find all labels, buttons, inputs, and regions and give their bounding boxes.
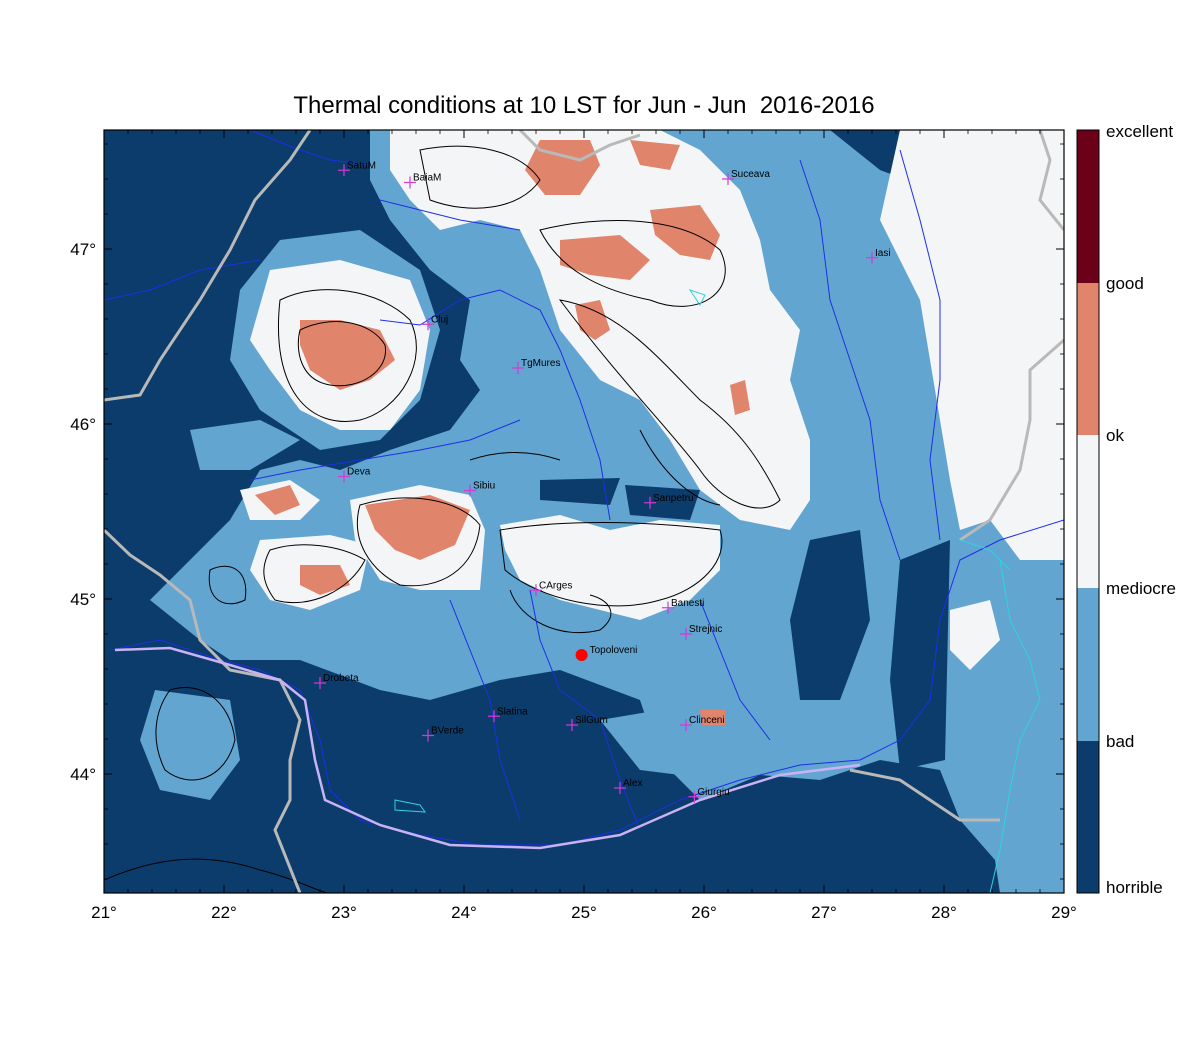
city-tgmures: TgMures [512,358,560,374]
city-label: BVerde [431,726,464,737]
city-cluj: Cluj [422,314,448,331]
city-label: Alex [623,778,642,789]
city-alex: Alex [614,778,642,794]
country-borders [104,130,1064,893]
city-label: Iasi [875,248,891,259]
city-markers: SatuM BaiaM Suceava Iasi Cluj TgMures Deva Sibi… [314,160,891,803]
x-axis-ticks: 21° 22° 23° 24° 25° 26° 27° 28° 29° [91,130,1077,922]
y-tick-label: 46° [70,415,96,434]
city-suceava: Suceava [722,169,770,185]
x-tick-label: 23° [331,903,357,922]
terrain-contours [104,145,781,893]
x-tick-label: 28° [931,903,957,922]
city-sanpetru: Sanpetru [644,493,694,509]
city-label: Banesti [671,598,704,609]
y-tick-label: 44° [70,765,96,784]
city-label: Suceava [731,169,770,180]
city-slatina: Slatina [488,706,528,723]
city-giurgiu: Giurgiu [688,787,730,803]
city-carges: CArges [530,580,572,597]
city-label: SatuM [347,160,376,171]
colorbar-label-good: good [1106,274,1144,293]
colorbar: excellent good ok mediocre bad horrible [1076,122,1176,897]
city-label: Clinceni [689,715,725,726]
city-satum: SatuM [338,160,376,177]
danube-river [114,646,861,850]
colorbar-label-bad: bad [1106,732,1134,751]
colorbar-label-mediocre: mediocre [1106,579,1176,598]
city-baiam: BaiaM [404,173,441,189]
city-label: BaiaM [413,173,441,184]
city-label: Deva [347,467,371,478]
city-bverde: BVerde [422,726,464,742]
x-tick-label: 22° [211,903,237,922]
city-iasi: Iasi [866,248,891,264]
x-tick-label: 21° [91,903,117,922]
map-title: Thermal conditions at 10 LST for Jun - J… [293,92,875,119]
y-tick-label: 45° [70,590,96,609]
city-strejnic: Strejnic [680,624,722,640]
x-tick-label: 24° [451,903,477,922]
colorbar-label-excellent: excellent [1106,122,1173,141]
city-sibiu: Sibiu [464,481,495,497]
colorbar-label-ok: ok [1106,426,1124,445]
x-tick-label: 25° [571,903,597,922]
city-label: Sanpetru [653,493,694,504]
y-axis-ticks: 44° 45° 46° 47° [70,143,1064,880]
x-tick-label: 29° [1051,903,1077,922]
city-label: Giurgiu [697,787,729,798]
city-label: Cluj [431,314,448,325]
zone-ok [255,140,750,725]
city-label: Strejnic [689,624,722,635]
city-banesti: Banesti [662,598,704,614]
highlight-dot [575,649,588,661]
city-deva: Deva [338,467,371,483]
city-label: SilGum [575,715,608,726]
y-tick-label: 47° [70,240,96,259]
x-tick-label: 27° [811,903,837,922]
city-label: Sibiu [473,481,495,492]
x-tick-label: 26° [691,903,717,922]
zone-horrible-patches [540,478,950,770]
colorbar-label-horrible: horrible [1106,878,1163,897]
city-silgum: SilGum [566,715,608,731]
rivers [104,130,1064,846]
highlight-label: Topoloveni [590,645,638,656]
city-drobeta: Drobeta [314,673,359,689]
city-clinceni: Clinceni [680,715,725,731]
highlight-location: Topoloveni [575,645,638,661]
city-label: Drobeta [323,673,359,684]
city-label: Slatina [497,706,528,717]
city-label: CArges [539,580,572,591]
coast-lines [394,289,1041,893]
city-label: TgMures [521,358,560,369]
